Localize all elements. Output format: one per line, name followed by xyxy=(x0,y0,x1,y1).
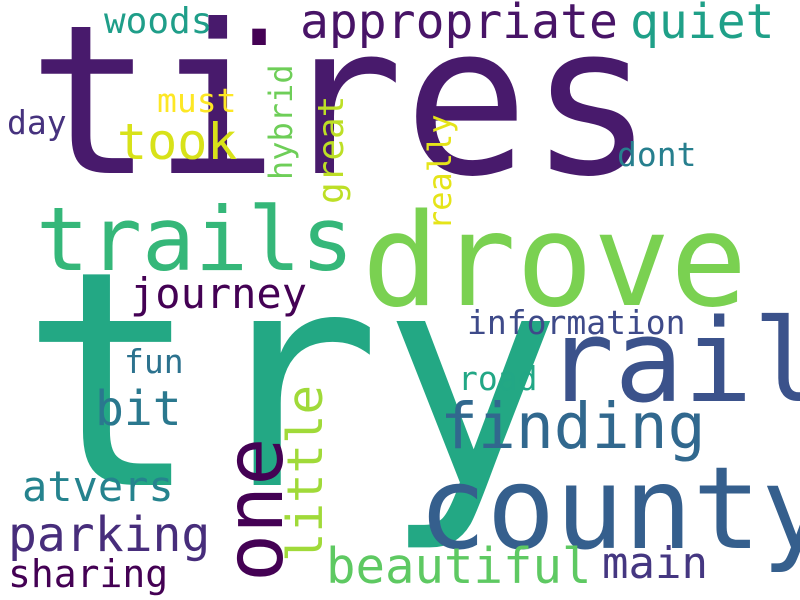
word-try: try xyxy=(20,207,562,556)
word-appropriate: appropriate xyxy=(300,0,618,50)
word-dont: dont xyxy=(617,135,697,174)
word-trails: trails xyxy=(36,188,354,291)
word-little: little xyxy=(277,384,334,562)
word-rail: rail xyxy=(545,295,800,429)
word-hybrid: hybrid xyxy=(262,64,300,180)
word-drove: drove xyxy=(362,187,748,336)
word-journey: journey xyxy=(130,269,308,318)
word-tires: tires xyxy=(28,0,655,223)
word-road: road xyxy=(458,359,538,398)
word-dot: . xyxy=(226,0,293,71)
word-county: county xyxy=(418,442,800,575)
word-must: must xyxy=(157,81,237,120)
word-really: really xyxy=(421,114,459,230)
word-parking: parking xyxy=(8,507,211,563)
word-finding: finding xyxy=(440,390,706,463)
word-great: great xyxy=(311,95,352,204)
word-took: took xyxy=(117,113,238,171)
word-bit: bit xyxy=(95,381,182,437)
word-atvers: atvers xyxy=(22,462,174,511)
word-day: day xyxy=(7,103,67,142)
word-quiet: quiet xyxy=(630,0,775,50)
word-fun: fun xyxy=(124,342,184,381)
word-woods: woods xyxy=(104,1,213,42)
word-beautiful: beautiful xyxy=(326,538,592,595)
word-information: information xyxy=(467,303,686,342)
word-main: main xyxy=(602,538,708,589)
word-sharing: sharing xyxy=(8,552,169,596)
